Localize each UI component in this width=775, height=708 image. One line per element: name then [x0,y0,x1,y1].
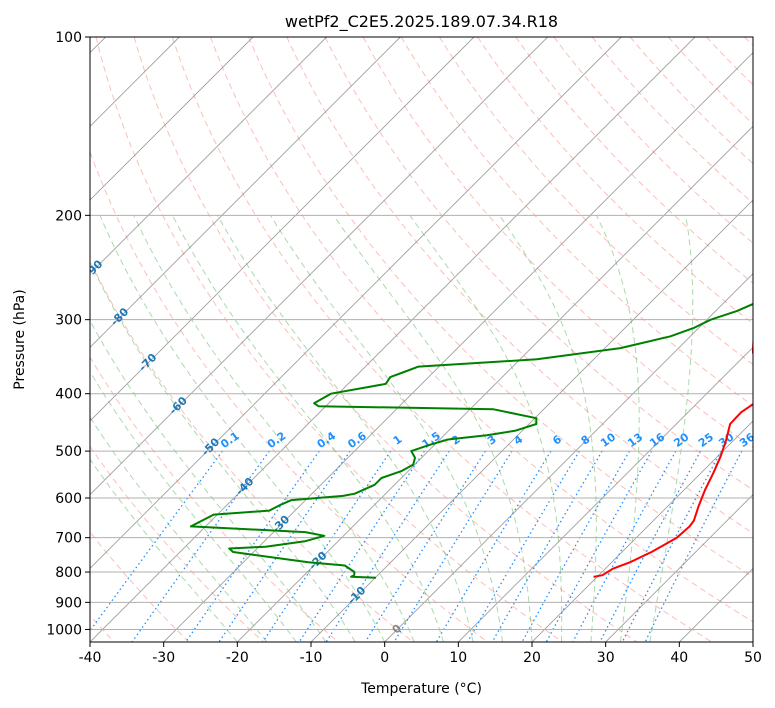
y-axis-ticks: 100 200 300 400 500 600 700 800 900 1000 [46,30,90,638]
dewpoint-profile [189,302,753,579]
x-tick-label: -10 [300,650,323,666]
dry-adiabat [90,445,264,642]
moist-adiabat [270,215,503,642]
moist-adiabat [90,319,327,642]
y-tick-label: 1000 [46,622,82,638]
mixing-ratio-line [325,450,450,642]
dry-adiabat [248,37,753,578]
moist-adiabat [409,215,563,642]
temperature-profile [593,335,753,578]
y-tick-label: 300 [55,313,82,329]
mixing-ratio-line [393,450,513,642]
sounding-profiles [189,302,753,579]
mixing-ratio-line [491,450,603,642]
y-tick-label: 500 [55,444,82,460]
y-tick-label: 800 [55,565,82,581]
moist-adiabat [596,215,640,642]
isotherm-line [458,346,753,642]
moist-adiabat [133,215,415,642]
dry-adiabat [133,37,638,642]
mixing-ratio-line [545,450,653,642]
dry-adiabat [553,37,753,244]
isotherm-line [163,52,753,642]
isotherm-line [90,37,548,496]
x-tick-label: 30 [597,650,615,666]
isotherm-line [90,37,622,569]
moist-adiabat [217,215,474,642]
isotherm-line [310,199,753,642]
y-tick-label: 700 [55,531,82,547]
mixing-ratio-line [466,450,580,642]
background-lines [90,37,753,642]
isotherm-line [90,37,254,201]
isotherm-line [90,37,401,348]
mixing-ratio-line [185,450,320,642]
moist-adiabat [90,458,238,642]
moist-adiabat [90,370,297,642]
mixing-ratio-line [621,450,722,642]
dry-adiabat [324,37,753,491]
dry-adiabat [90,259,414,642]
chart-title: wetPf2_C2E5.2025.189.07.34.R18 [285,12,558,32]
y-axis-label: Pressure (hPa) [12,289,28,389]
moist-adiabat [172,215,445,642]
mixing-ratio-line [131,450,270,642]
moist-adiabat [649,215,694,642]
mixing-ratio-line [599,450,702,642]
y-tick-label: 600 [55,491,82,507]
dry-adiabat [95,37,563,642]
moist-adiabat [99,215,386,642]
dry-adiabat [90,356,339,642]
y-tick-label: 100 [55,30,82,46]
mixing-ratio-line [521,450,631,642]
isotherm-line [90,37,475,422]
x-tick-label: 20 [523,650,541,666]
dry-adiabat [286,37,753,534]
isotherm-line [531,420,753,642]
x-axis-ticks: -40 -30 -20 -10 0 10 20 30 40 50 [79,642,762,666]
isotherm-line [237,125,753,642]
x-tick-label: -20 [226,650,249,666]
x-tick-label: 40 [670,650,688,666]
y-tick-label: 400 [55,387,82,403]
moist-adiabat [499,215,597,642]
dry-adiabat [591,37,753,204]
mixing-ratio-line [435,450,552,642]
x-tick-label: -30 [152,650,175,666]
dry-adiabat [171,37,712,642]
mixing-ratio-line [364,450,486,642]
moist-adiabat [333,215,533,642]
mixing-ratio-line [298,450,425,642]
pressure-gridlines [90,37,753,630]
dry-adiabat [438,37,753,366]
moist-adiabat [90,416,268,642]
isotherm-line [90,37,696,642]
isotherm-line [90,37,327,275]
x-axis-label: Temperature (°C) [360,681,482,697]
y-tick-label: 200 [55,208,82,224]
isotherm-line [605,494,753,642]
y-tick-label: 900 [55,595,82,611]
plot-frame [89,36,754,643]
x-tick-label: 0 [380,650,389,666]
mixing-ratio-line [572,450,677,642]
x-tick-label: 50 [744,650,762,666]
isotherm-line [384,273,753,642]
x-tick-label: -40 [79,650,102,666]
moist-adiabat [90,260,356,642]
dry-adiabat [400,37,753,407]
x-tick-label: 10 [449,650,467,666]
dry-adiabat [210,37,753,623]
